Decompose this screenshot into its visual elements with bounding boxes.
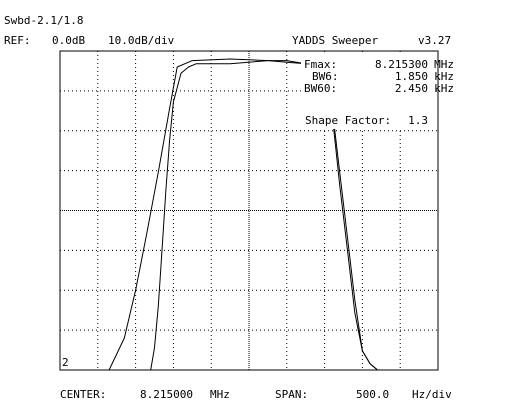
span-label: SPAN:: [275, 388, 309, 401]
traces: [108, 58, 386, 371]
readout-box: [301, 55, 436, 129]
span-unit: Hz/div: [412, 388, 452, 401]
bw6-label: BW6:: [312, 70, 339, 83]
bw6-unit: kHz: [434, 70, 454, 83]
plot-frame: [59, 50, 439, 371]
file-name: Swbd-2.1/1.8: [4, 14, 84, 27]
ref-value: 0.0dB: [52, 34, 86, 47]
fmax-value: 8.215300: [375, 58, 428, 71]
version-label: v3.27: [418, 34, 452, 47]
app-title: YADDS Sweeper: [292, 34, 379, 47]
graticule: [60, 51, 438, 370]
sweep-trace-2: [150, 60, 386, 371]
span-value: 500.0: [356, 388, 390, 401]
center-unit: MHz: [210, 388, 230, 401]
scale-value: 10.0dB/div: [108, 34, 175, 47]
fmax-label: Fmax:: [304, 58, 338, 71]
shape-factor-value: 1.3: [408, 114, 428, 127]
center-value: 8.215000: [140, 388, 193, 401]
center-label: CENTER:: [60, 388, 107, 401]
fmax-unit: MHz: [434, 58, 454, 71]
ref-label: REF:: [4, 34, 31, 47]
shape-factor-label: Shape Factor:: [305, 114, 392, 127]
marker-label: 2: [62, 356, 69, 369]
bw6-value: 1.850: [394, 70, 428, 83]
bw60-label: BW60:: [304, 82, 338, 95]
sweep-trace-1: [108, 58, 386, 371]
bw60-value: 2.450: [394, 82, 428, 95]
bw60-unit: kHz: [434, 82, 454, 95]
